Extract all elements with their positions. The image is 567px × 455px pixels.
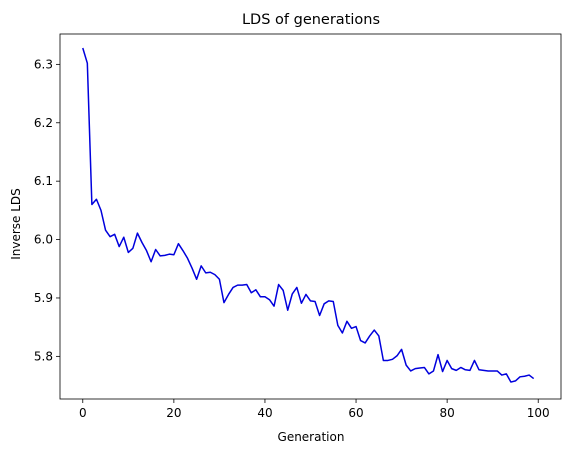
x-tick-label: 20 [166, 406, 181, 420]
y-tick-label: 6.2 [34, 116, 53, 130]
x-tick-label: 40 [257, 406, 272, 420]
plot-frame [59, 33, 562, 400]
y-tick-label: 6.3 [34, 57, 53, 71]
series-line-0 [82, 47, 535, 383]
y-tick-label: 5.8 [34, 349, 53, 363]
y-tick-label: 6.1 [34, 174, 53, 188]
x-tick-label: 60 [348, 406, 363, 420]
x-tick-label: 80 [439, 406, 454, 420]
y-tick-label: 6.0 [34, 233, 53, 247]
y-axis-label: Inverse LDS [9, 188, 23, 260]
x-tick-label: 0 [79, 406, 87, 420]
y-tick-label: 5.9 [34, 291, 53, 305]
chart-title: LDS of generations [242, 12, 380, 28]
x-tick-label: 100 [527, 406, 550, 420]
x-axis-label: Generation [278, 430, 345, 444]
